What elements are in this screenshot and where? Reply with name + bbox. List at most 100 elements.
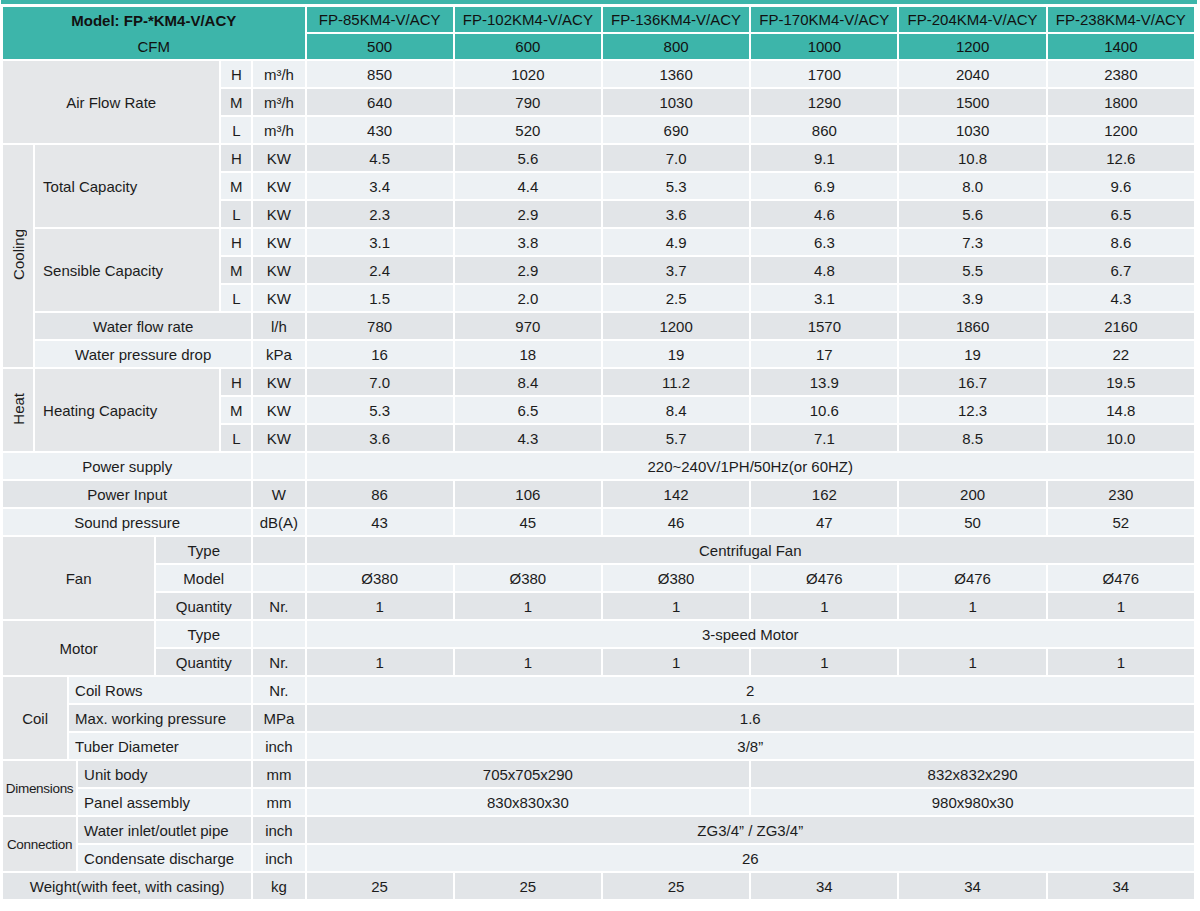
model-header-cell: Model: FP-*KM4-V/ACY CFM: [2, 6, 306, 60]
unit-cell: inch: [252, 816, 305, 844]
value-cell: 142: [602, 480, 750, 508]
value-cell: 8.4: [454, 368, 602, 396]
value-cell: 1: [750, 592, 898, 620]
value-cell: 640: [306, 88, 454, 116]
value-cell: 6.3: [750, 228, 898, 256]
value-cell: 19: [898, 340, 1046, 368]
table-row: Cooling Total Capacity H KW 4.55.67.09.1…: [2, 144, 1195, 172]
value-cell: 4.3: [454, 424, 602, 452]
value-cell: 1.6: [306, 704, 1195, 732]
table-row: Dimensions Unit body mm 705x705x290 832x…: [2, 760, 1195, 788]
group-label-connection: Connection: [2, 816, 77, 872]
value-cell: 19.5: [1047, 368, 1195, 396]
value-cell: 2160: [1047, 312, 1195, 340]
table-row: Quantity Nr. 111111: [2, 592, 1195, 620]
value-cell: 860: [750, 116, 898, 144]
value-cell: 9.1: [750, 144, 898, 172]
unit-cell: KW: [252, 200, 305, 228]
unit-cell: mm: [252, 788, 305, 816]
value-cell: Centrifugal Fan: [306, 536, 1195, 564]
row-label: Tuber Diameter: [68, 732, 252, 760]
value-cell: 7.3: [898, 228, 1046, 256]
table-row: Coil Coil Rows Nr. 2: [2, 676, 1195, 704]
value-cell: 2040: [898, 60, 1046, 88]
unit-cell: W: [252, 480, 305, 508]
row-label: Water inlet/outlet pipe: [77, 816, 252, 844]
value-cell: 705x705x290: [306, 760, 751, 788]
table-row: Max. working pressure MPa 1.6: [2, 704, 1195, 732]
row-label: Quantity: [155, 592, 252, 620]
value-cell: 10.0: [1047, 424, 1195, 452]
value-cell: 25: [454, 872, 602, 900]
table-row: Tuber Diameter inch 3/8”: [2, 732, 1195, 760]
group-label-fan: Fan: [2, 536, 155, 620]
value-cell: 2.9: [454, 200, 602, 228]
value-cell: 5.5: [898, 256, 1046, 284]
value-cell: 1200: [1047, 116, 1195, 144]
value-cell: 34: [898, 872, 1046, 900]
table-row: Power Input W 86106142162200230: [2, 480, 1195, 508]
row-label: Condensate discharge: [77, 844, 252, 872]
value-cell: 86: [306, 480, 454, 508]
value-cell: 2380: [1047, 60, 1195, 88]
speed-label: L: [220, 116, 252, 144]
value-cell: 12.3: [898, 396, 1046, 424]
row-label: Model: [155, 564, 252, 592]
value-cell: 1290: [750, 88, 898, 116]
row-label: Power supply: [2, 452, 252, 480]
group-label-motor: Motor: [2, 620, 155, 676]
row-label: Air Flow Rate: [2, 60, 220, 144]
row-label: Type: [155, 536, 252, 564]
table-row: Weight(with feet, with casing) kg 252525…: [2, 872, 1195, 900]
value-cell: 830x830x30: [306, 788, 751, 816]
model-column-header: FP-170KM4-V/ACY: [750, 6, 898, 33]
value-cell: 18: [454, 340, 602, 368]
value-cell: 46: [602, 508, 750, 536]
table-row: Fan Type Centrifugal Fan: [2, 536, 1195, 564]
speed-label: M: [220, 172, 252, 200]
speed-label: H: [220, 144, 252, 172]
value-cell: 4.4: [454, 172, 602, 200]
value-cell: 980x980x30: [750, 788, 1195, 816]
value-cell: 5.7: [602, 424, 750, 452]
value-cell: 1: [1047, 648, 1195, 676]
value-cell: 45: [454, 508, 602, 536]
value-cell: 26: [306, 844, 1195, 872]
value-cell: 8.5: [898, 424, 1046, 452]
unit-cell: inch: [252, 732, 305, 760]
value-cell: 4.6: [750, 200, 898, 228]
value-cell: 200: [898, 480, 1046, 508]
value-cell: 25: [602, 872, 750, 900]
model-column-header: FP-204KM4-V/ACY: [898, 6, 1046, 33]
cfm-value: 1400: [1047, 33, 1195, 60]
value-cell: 4.9: [602, 228, 750, 256]
unit-cell: m³/h: [252, 60, 305, 88]
value-cell: 34: [1047, 872, 1195, 900]
row-label: Sensible Capacity: [34, 228, 220, 312]
value-cell: 2: [306, 676, 1195, 704]
speed-label: M: [220, 396, 252, 424]
value-cell: 7.1: [750, 424, 898, 452]
value-cell: 106: [454, 480, 602, 508]
value-cell: 430: [306, 116, 454, 144]
value-cell: 2.0: [454, 284, 602, 312]
table-row: Panel assembly mm 830x830x30 980x980x30: [2, 788, 1195, 816]
value-cell: 2.9: [454, 256, 602, 284]
table-row: Quantity Nr. 111111: [2, 648, 1195, 676]
value-cell: Ø380: [306, 564, 454, 592]
value-cell: 1: [306, 648, 454, 676]
row-label: Sound pressure: [2, 508, 252, 536]
value-cell: 1.5: [306, 284, 454, 312]
value-cell: 7.0: [306, 368, 454, 396]
unit-cell: m³/h: [252, 88, 305, 116]
unit-cell: dB(A): [252, 508, 305, 536]
value-cell: 11.2: [602, 368, 750, 396]
value-cell: 25: [306, 872, 454, 900]
value-cell: 3.4: [306, 172, 454, 200]
speed-label: H: [220, 228, 252, 256]
table-row: Power supply 220~240V/1PH/50Hz(or 60HZ): [2, 452, 1195, 480]
speed-label: L: [220, 424, 252, 452]
cfm-value: 800: [602, 33, 750, 60]
value-cell: 1: [602, 648, 750, 676]
value-cell: 2.4: [306, 256, 454, 284]
